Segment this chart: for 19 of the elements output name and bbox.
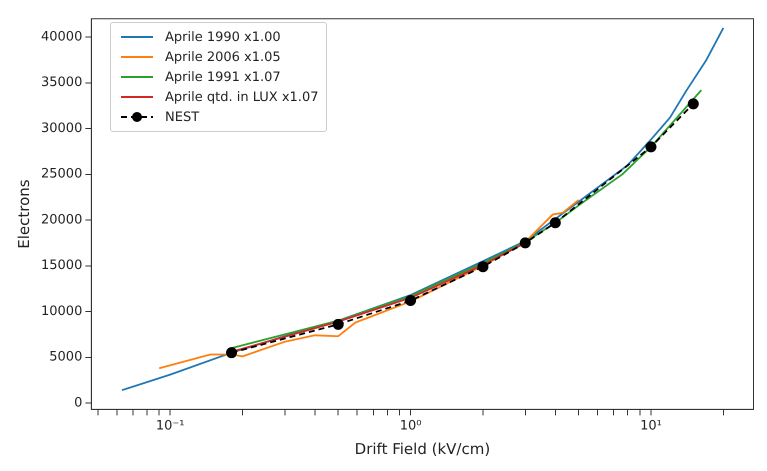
legend-label: NEST [165, 110, 200, 124]
y-tick-label: 0 [74, 395, 82, 410]
y-tick-label: 5000 [49, 350, 82, 365]
x-axis-title: Drift Field (kV/cm) [354, 440, 490, 458]
y-axis-title: Electrons [14, 179, 33, 249]
legend-label: Aprile 1990 x1.00 [165, 30, 281, 44]
y-tick-label: 40000 [40, 29, 82, 44]
legend-label: Aprile 2006 x1.05 [165, 50, 281, 64]
y-tick-label: 25000 [40, 166, 82, 182]
legend-label: Aprile 1991 x1.07 [165, 70, 281, 84]
legend-label: Aprile qtd. in LUX x1.07 [165, 90, 318, 104]
y-tick-label: 35000 [40, 75, 82, 90]
y-tick-label: 20000 [40, 212, 82, 228]
y-tick-label: 10000 [40, 304, 82, 319]
x-tick-label: 10⁻¹ [156, 418, 184, 434]
y-tick-label: 30000 [40, 120, 82, 136]
y-tick-label: 15000 [40, 258, 82, 274]
x-tick-label: 10¹ [640, 418, 662, 434]
x-tick-label: 10⁰ [400, 418, 422, 434]
